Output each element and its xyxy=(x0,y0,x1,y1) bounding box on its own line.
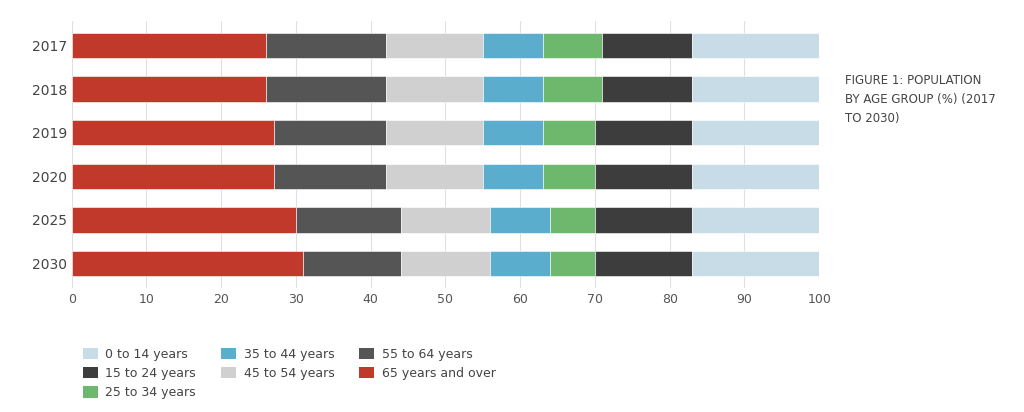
Bar xyxy=(595,207,692,233)
Bar xyxy=(483,76,543,102)
Bar xyxy=(72,76,266,102)
Bar xyxy=(266,76,386,102)
Bar xyxy=(550,207,595,233)
Legend: 0 to 14 years, 15 to 24 years, 25 to 34 years, 35 to 44 years, 45 to 54 years, 5: 0 to 14 years, 15 to 24 years, 25 to 34 … xyxy=(78,343,501,404)
Bar xyxy=(692,120,819,145)
Bar xyxy=(692,251,819,276)
Bar xyxy=(72,33,266,58)
Bar xyxy=(602,76,692,102)
Bar xyxy=(266,33,386,58)
Bar xyxy=(273,120,386,145)
Bar xyxy=(490,251,550,276)
Text: FIGURE 1: POPULATION
BY AGE GROUP (%) (2017
TO 2030): FIGURE 1: POPULATION BY AGE GROUP (%) (2… xyxy=(845,74,995,125)
Bar xyxy=(303,251,400,276)
Bar xyxy=(692,207,819,233)
Bar xyxy=(595,164,692,189)
Bar xyxy=(483,120,543,145)
Bar xyxy=(386,120,483,145)
Bar xyxy=(72,120,273,145)
Bar xyxy=(386,76,483,102)
Bar xyxy=(400,251,490,276)
Bar xyxy=(692,33,819,58)
Bar xyxy=(400,207,490,233)
Bar xyxy=(550,251,595,276)
Bar xyxy=(483,33,543,58)
Bar xyxy=(483,164,543,189)
Bar xyxy=(543,33,602,58)
Bar xyxy=(273,164,386,189)
Bar xyxy=(595,251,692,276)
Bar xyxy=(386,33,483,58)
Bar xyxy=(543,120,595,145)
Bar xyxy=(490,207,550,233)
Bar xyxy=(692,76,819,102)
Bar xyxy=(543,76,602,102)
Bar xyxy=(72,207,296,233)
Bar xyxy=(296,207,400,233)
Bar xyxy=(595,120,692,145)
Bar xyxy=(386,164,483,189)
Bar xyxy=(692,164,819,189)
Bar xyxy=(543,164,595,189)
Bar xyxy=(602,33,692,58)
Bar xyxy=(72,251,303,276)
Bar xyxy=(72,164,273,189)
